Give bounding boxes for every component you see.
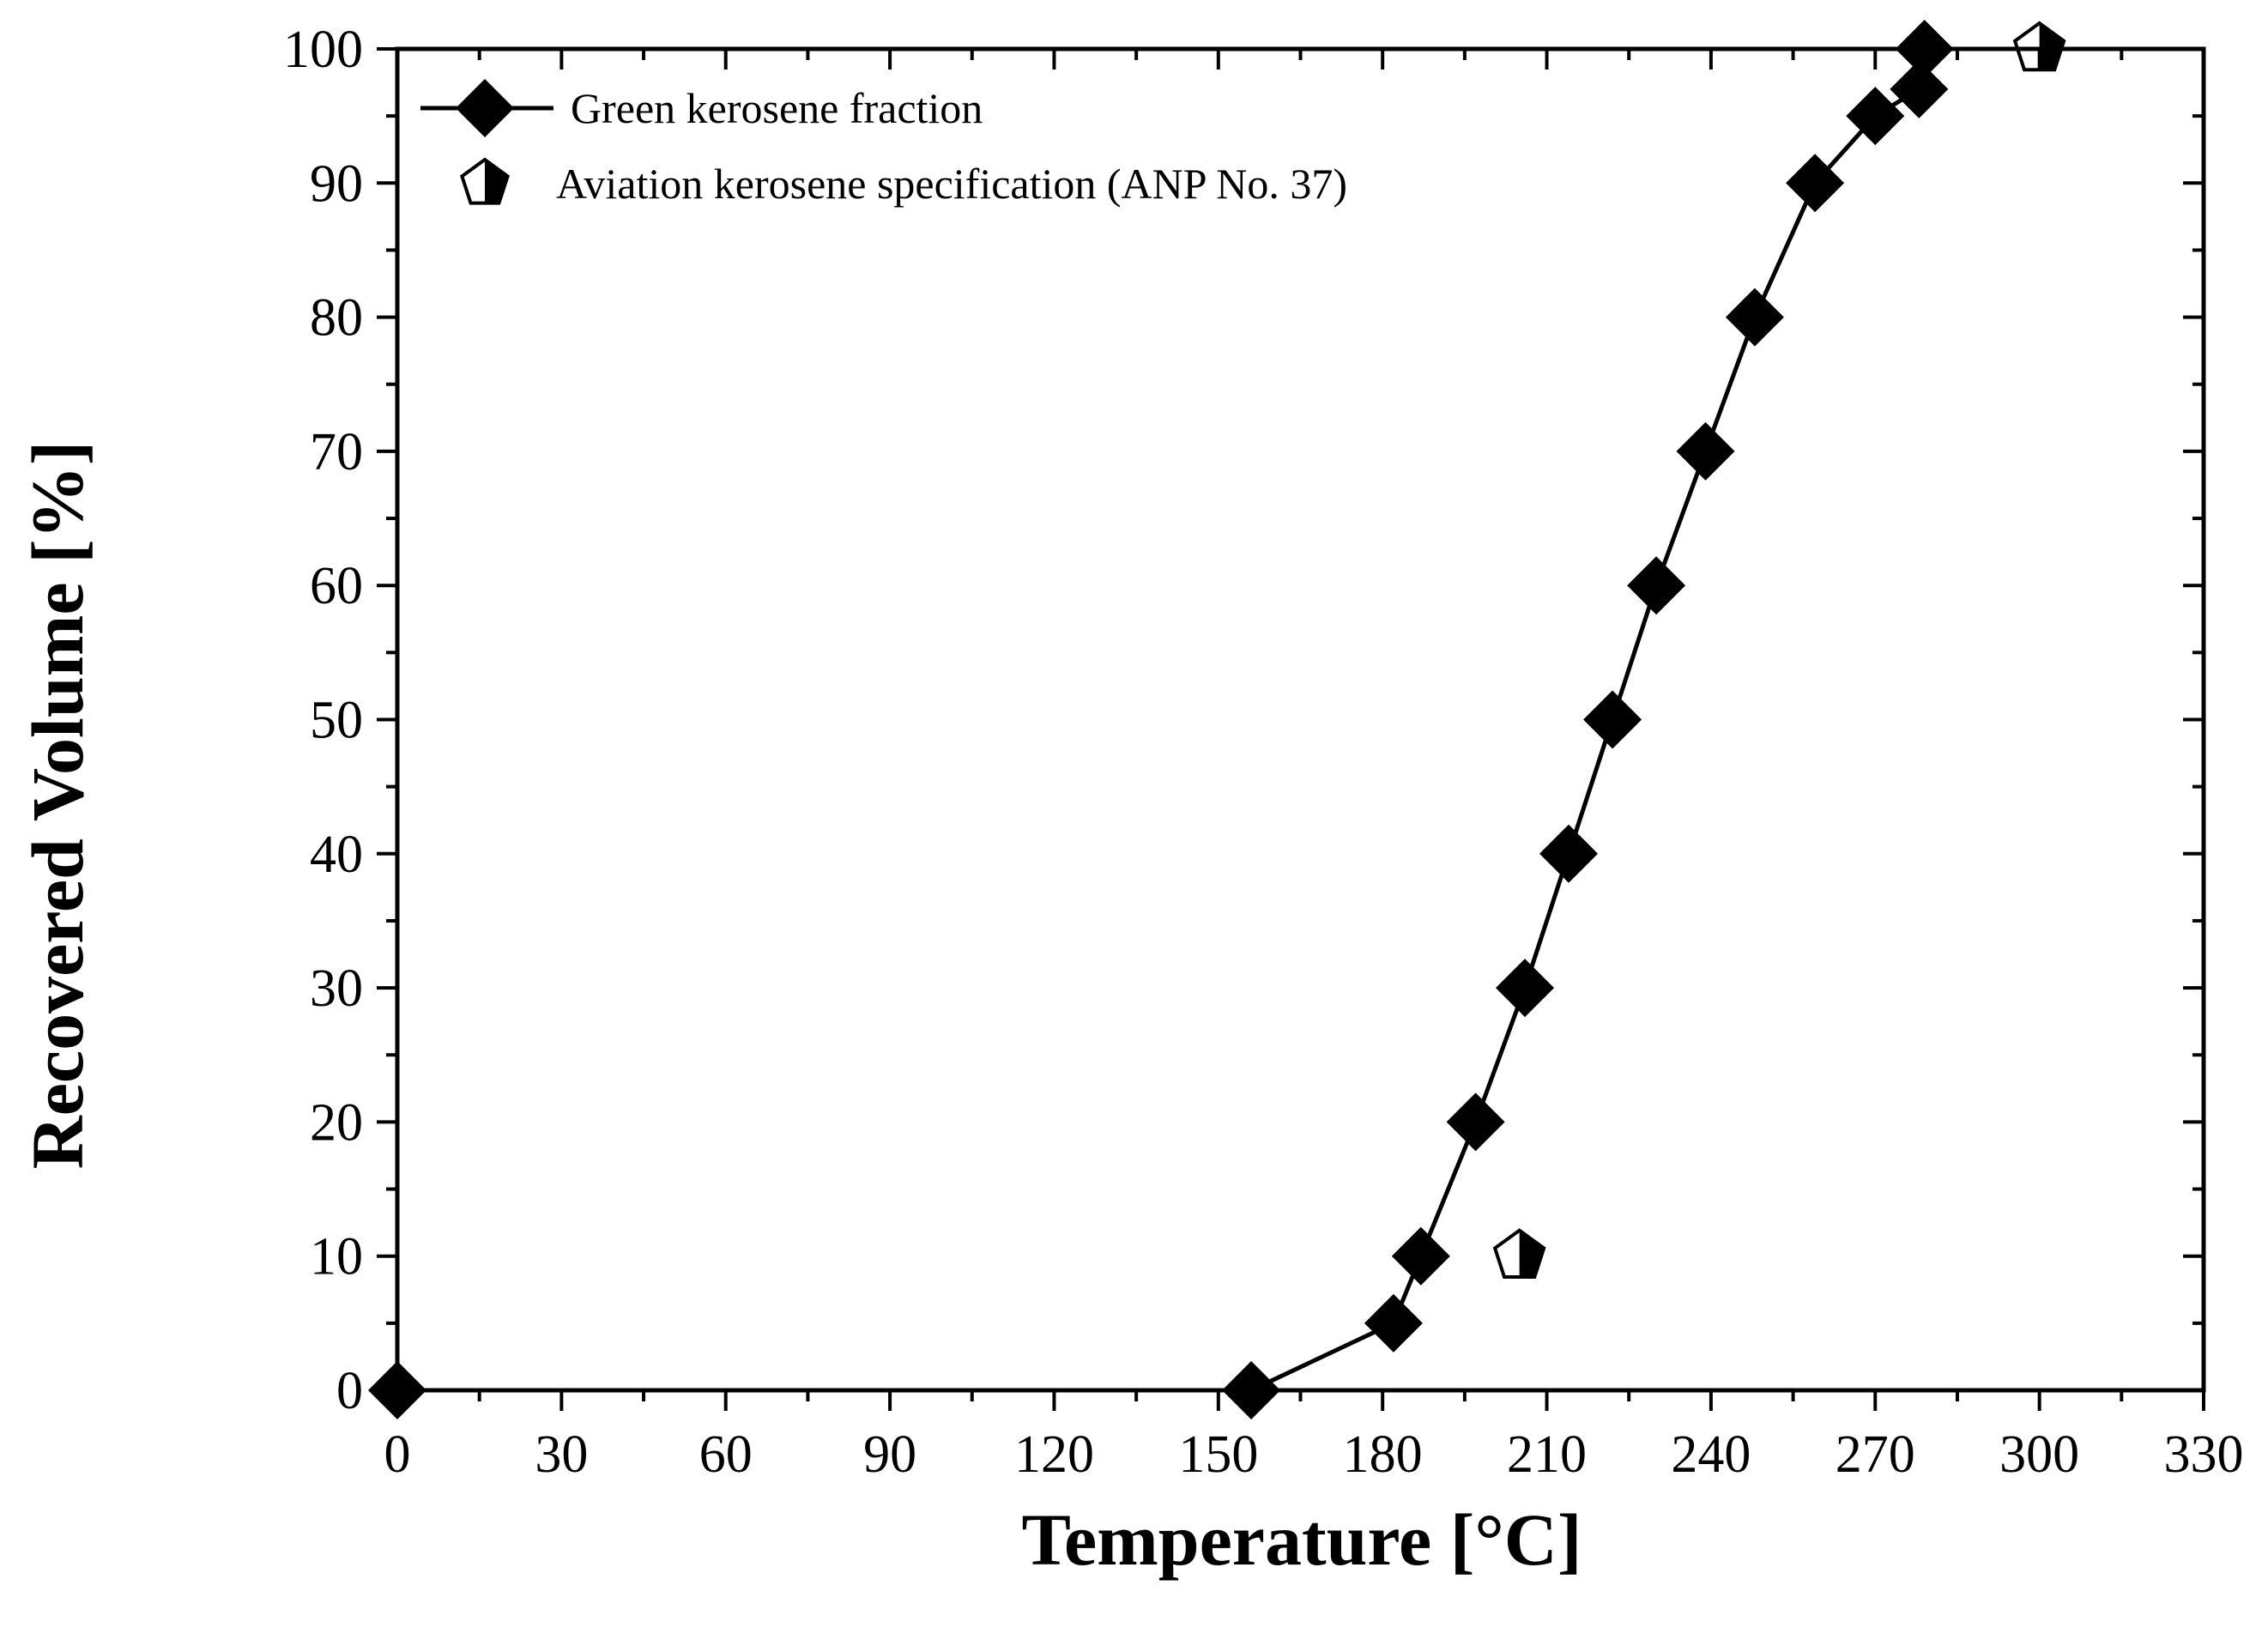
x-tick-label: 330 [2164, 1425, 2244, 1484]
y-tick-label: 50 [310, 692, 363, 750]
y-tick-label: 10 [310, 1228, 363, 1286]
data-point-green-kerosene [1583, 690, 1642, 749]
data-point-aviation-spec [2012, 21, 2066, 72]
y-tick-label: 30 [310, 959, 363, 1018]
x-tick-label: 210 [1507, 1425, 1587, 1484]
y-tick-label: 100 [283, 21, 363, 79]
data-point-green-kerosene [1725, 287, 1784, 347]
plot-frame [395, 46, 2206, 1393]
y-tick-label: 80 [310, 289, 363, 348]
y-tick-label: 90 [310, 154, 363, 213]
data-point-green-kerosene [1391, 1226, 1450, 1286]
legend: Green kerosene fraction Aviation kerosene… [420, 79, 1347, 208]
y-axis-title: Recovered Volume [%] [16, 441, 99, 1170]
x-tick-label: 150 [1178, 1425, 1258, 1484]
data-point-green-kerosene [1446, 1092, 1505, 1152]
y-tick-label: 20 [310, 1093, 363, 1152]
y-tick-label: 0 [336, 1362, 363, 1420]
data-point-green-kerosene [1846, 87, 1905, 146]
x-tick-label: 120 [1014, 1425, 1094, 1484]
x-tick-label: 240 [1671, 1425, 1751, 1484]
x-tick-label: 30 [535, 1425, 588, 1484]
data-point-green-kerosene [1676, 421, 1735, 481]
x-tick-label: 300 [1999, 1425, 2079, 1484]
x-tick-label: 60 [699, 1425, 753, 1484]
data-point-green-kerosene [1539, 824, 1599, 883]
data-point-green-kerosene [1890, 59, 1949, 118]
series-line-0 [397, 48, 1927, 1393]
y-tick-label: 70 [310, 423, 363, 481]
x-tick-label: 0 [384, 1425, 411, 1484]
x-axis-title: Temperature [°C] [1022, 1498, 1582, 1581]
x-tick-label: 180 [1343, 1425, 1423, 1484]
legend-label-aviation: Aviation kerosene specification (ANP No.… [556, 160, 1347, 208]
legend-marker-aviation [460, 157, 510, 205]
y-tick-label: 60 [310, 557, 363, 615]
legend-label-green: Green kerosene fraction [571, 84, 983, 132]
data-point-green-kerosene [1364, 1293, 1423, 1353]
x-tick-label: 90 [863, 1425, 916, 1484]
legend-marker-green [456, 79, 514, 137]
axes-layer: 0 30 60 90 120 150 180 210 240 270 300 330 0 10 20 30 40… [283, 21, 2244, 1484]
x-tick-label: 270 [1836, 1425, 1915, 1484]
data-point-aviation-spec [1492, 1228, 1546, 1279]
data-point-green-kerosene [1786, 154, 1845, 213]
data-point-green-kerosene [1496, 959, 1555, 1018]
data-point-green-kerosene [1627, 556, 1686, 615]
plot-layer [368, 20, 2066, 1419]
y-tick-label: 40 [310, 826, 363, 884]
